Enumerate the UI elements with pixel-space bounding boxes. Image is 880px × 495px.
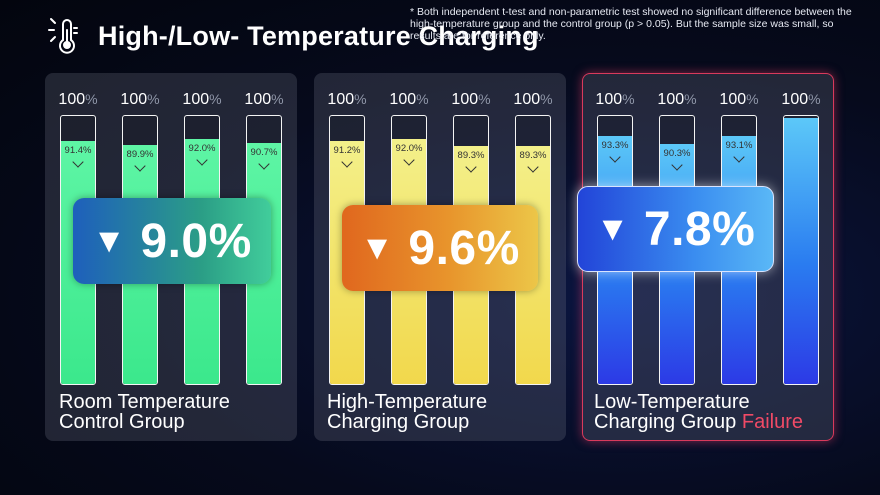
decline-badge-low: ▼ 7.8%	[577, 186, 774, 272]
bar-max-number: 100	[451, 91, 479, 108]
group-label-line2: Charging Group	[327, 411, 470, 433]
bar-2-3	[783, 115, 819, 385]
group-label-line2: Charging Group Failure	[594, 412, 803, 432]
bar-max-label: 100%	[448, 91, 494, 109]
bar-max-unit: %	[209, 91, 222, 107]
bar-max-number: 100	[781, 91, 809, 108]
bar-value-label: 91.4%	[64, 144, 92, 156]
bar-max-label: 100%	[778, 91, 824, 109]
bar-max-unit: %	[354, 91, 367, 107]
group-label-line1: Low-Temperature	[594, 391, 750, 413]
bar-value-label: 89.3%	[519, 150, 547, 162]
down-triangle-icon: ▼	[92, 221, 127, 260]
bar-max-unit: %	[684, 91, 697, 107]
footnote: * Both independent t-test and non-parame…	[410, 6, 852, 42]
bar-max-number: 100	[657, 91, 685, 108]
group-label-line2: Control Group	[59, 411, 185, 433]
decline-value: 7.8%	[643, 202, 756, 256]
bar-max-label: 100%	[592, 91, 638, 109]
group-label-high: High-Temperature Charging Group	[327, 392, 487, 432]
bar-max-unit: %	[540, 91, 553, 107]
bar-max-unit: %	[808, 91, 821, 107]
decline-badge-high: ▼ 9.6%	[342, 205, 538, 291]
bar-max-unit: %	[416, 91, 429, 107]
bar-max-number: 100	[327, 91, 355, 108]
bar-max-label: 100%	[510, 91, 556, 109]
bar-max-label: 100%	[179, 91, 225, 109]
group-label-line2-text: Charging Group	[594, 411, 737, 433]
bar-max-number: 100	[120, 91, 148, 108]
bar-value-label: 92.0%	[395, 143, 423, 155]
bar-max-unit: %	[147, 91, 160, 107]
page-title: High-/Low- Temperature Charging	[98, 20, 539, 51]
group-label-line1: Room Temperature	[59, 391, 230, 413]
failure-label: Failure	[741, 411, 804, 433]
bar-max-label: 100%	[716, 91, 762, 109]
bar-max-label: 100%	[654, 91, 700, 109]
bar-value-label: 89.9%	[126, 148, 154, 160]
bar-max-number: 100	[513, 91, 541, 108]
bar-max-unit: %	[478, 91, 491, 107]
bar-max-unit: %	[85, 91, 98, 107]
bar-value-label: 91.2%	[333, 145, 361, 157]
thermometer-icon	[48, 18, 78, 54]
bar-value-label: 93.3%	[601, 139, 629, 151]
bar-value-label: 93.1%	[725, 140, 753, 152]
bar-max-label: 100%	[117, 91, 163, 109]
group-label-line1: High-Temperature	[327, 391, 488, 413]
decline-badge-room: ▼ 9.0%	[73, 198, 271, 284]
group-label-low: Low-Temperature Charging Group Failure	[594, 392, 803, 432]
down-triangle-icon: ▼	[360, 228, 395, 267]
bar-max-label: 100%	[241, 91, 287, 109]
bar-max-label: 100%	[386, 91, 432, 109]
bar-max-unit: %	[271, 91, 284, 107]
title-row: High-/Low- Temperature Charging	[44, 14, 539, 58]
bar-value-label: 90.3%	[663, 147, 691, 159]
bar-max-number: 100	[244, 91, 272, 108]
bar-value-label: 92.0%	[188, 143, 216, 155]
bar-max-number: 100	[182, 91, 210, 108]
down-triangle-icon: ▼	[595, 209, 630, 248]
bar-max-number: 100	[595, 91, 623, 108]
decline-value: 9.6%	[408, 221, 520, 275]
bar-max-unit: %	[746, 91, 759, 107]
bar-max-label: 100%	[324, 91, 370, 109]
bar-max-number: 100	[389, 91, 417, 108]
bar-value-label: 90.7%	[250, 146, 278, 158]
bar-value-label: 89.3%	[457, 150, 485, 162]
bar-fill	[784, 118, 818, 384]
bar-max-number: 100	[719, 91, 747, 108]
decline-value: 9.0%	[140, 214, 252, 268]
bar-max-number: 100	[58, 91, 86, 108]
bar-max-unit: %	[622, 91, 635, 107]
bar-max-label: 100%	[55, 91, 101, 109]
group-label-room: Room Temperature Control Group	[59, 392, 230, 432]
